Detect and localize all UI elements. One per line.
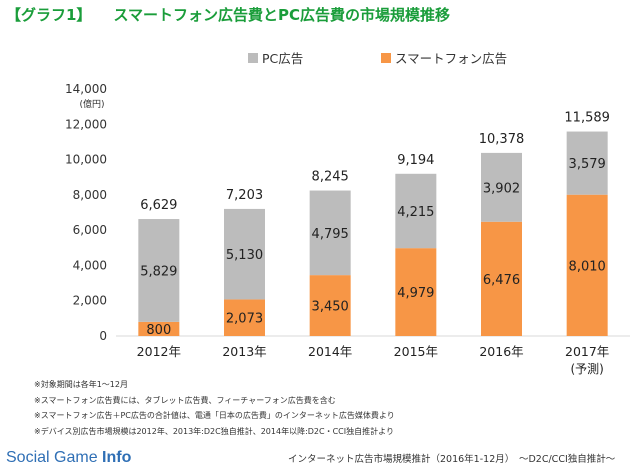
bar-smartphone bbox=[481, 221, 522, 336]
data-label-pc: 3,579 bbox=[569, 157, 606, 172]
bar-pc bbox=[309, 190, 351, 276]
footnote: ※スマートフォン広告＋PC広告の合計値は、電通「日本の広告費」のインターネット広… bbox=[34, 411, 395, 420]
y-tick-label: 6,000 bbox=[73, 223, 107, 237]
data-label-smartphone: 3,450 bbox=[312, 300, 349, 315]
data-label-pc: 3,902 bbox=[483, 181, 520, 196]
legend-swatch bbox=[381, 53, 391, 63]
y-tick-label: 14,000 bbox=[65, 82, 107, 96]
footnote: ※スマートフォン広告費には、タブレット広告費、フィーチャーフォン広告費を含む bbox=[34, 395, 336, 405]
footnotes: ※対象期間は各年1～12月 ※スマートフォン広告費には、タブレット広告費、フィー… bbox=[34, 377, 395, 439]
legend-swatch bbox=[248, 53, 258, 63]
data-label-smartphone: 8,010 bbox=[569, 259, 606, 274]
bar-pc bbox=[138, 219, 180, 322]
y-tick-label: 12,000 bbox=[65, 117, 107, 131]
total-label: 8,245 bbox=[312, 170, 349, 185]
data-label-pc: 4,215 bbox=[397, 205, 434, 220]
y-tick-label: 0 bbox=[99, 329, 107, 343]
x-tick-label: 2013年 bbox=[222, 344, 266, 359]
x-tick-label: 2012年 bbox=[137, 344, 181, 359]
site-logo: Social Game Info bbox=[6, 449, 131, 467]
stacked-bar-chart: 0 2,000 4,000 6,000 8,000 10,000 12,000 14,000 (… bbox=[65, 51, 630, 376]
total-label: 9,194 bbox=[397, 153, 434, 168]
bar-pc bbox=[224, 208, 265, 300]
total-label: 6,629 bbox=[140, 198, 177, 213]
data-label-pc: 5,829 bbox=[140, 264, 177, 279]
chart-title: 【グラフ1】 スマートフォン広告費とPC広告費の市場規模推移 bbox=[6, 4, 450, 25]
x-tick-label: 2016年 bbox=[479, 344, 523, 359]
bar-smartphone bbox=[138, 321, 180, 336]
title-text: スマートフォン広告費とPC広告費の市場規模推移 bbox=[113, 6, 451, 24]
data-label-smartphone: 6,476 bbox=[483, 273, 520, 288]
x-tick-sublabel: (予測) bbox=[570, 362, 603, 376]
footnote: ※デバイス別広告市場規模は2012年、2013年:D2C独自推計、2014年以降… bbox=[34, 426, 394, 436]
figure-number: 【グラフ1】 bbox=[6, 6, 92, 24]
bar-pc bbox=[395, 173, 437, 249]
total-label: 11,589 bbox=[564, 111, 610, 126]
footnote: ※対象期間は各年1～12月 bbox=[34, 380, 128, 389]
logo-text-bold: Info bbox=[102, 449, 132, 466]
x-tick-label: 2014年 bbox=[308, 344, 352, 359]
x-tick-label: 2015年 bbox=[394, 344, 438, 359]
bar-smartphone bbox=[309, 275, 351, 336]
y-tick-label: 8,000 bbox=[73, 188, 107, 202]
data-label-smartphone: 800 bbox=[146, 323, 171, 338]
legend-label: スマートフォン広告 bbox=[395, 51, 507, 66]
source-caption: インターネット広告市場規模推計（2016年1-12月） ～D2C/CCI独自推計… bbox=[288, 454, 616, 465]
bar-smartphone bbox=[395, 248, 437, 336]
total-label: 10,378 bbox=[479, 132, 525, 147]
data-label-smartphone: 4,979 bbox=[397, 286, 434, 301]
data-label-pc: 4,795 bbox=[312, 227, 349, 242]
y-tick-label: 10,000 bbox=[65, 153, 107, 167]
data-label-pc: 5,130 bbox=[226, 248, 263, 263]
x-tick-label: 2017年 bbox=[565, 344, 609, 359]
y-tick-label: 4,000 bbox=[73, 258, 107, 272]
bar-pc bbox=[566, 131, 608, 195]
bar-smartphone bbox=[566, 194, 608, 336]
y-tick-label: 2,000 bbox=[73, 294, 107, 308]
legend-label: PC広告 bbox=[262, 51, 303, 66]
bar-pc bbox=[481, 152, 522, 222]
logo-text-light: Social Game bbox=[6, 449, 103, 466]
data-label-smartphone: 2,073 bbox=[226, 312, 263, 327]
bar-smartphone bbox=[224, 299, 265, 336]
total-label: 7,203 bbox=[226, 188, 263, 203]
y-axis-unit: (億円) bbox=[79, 98, 104, 110]
